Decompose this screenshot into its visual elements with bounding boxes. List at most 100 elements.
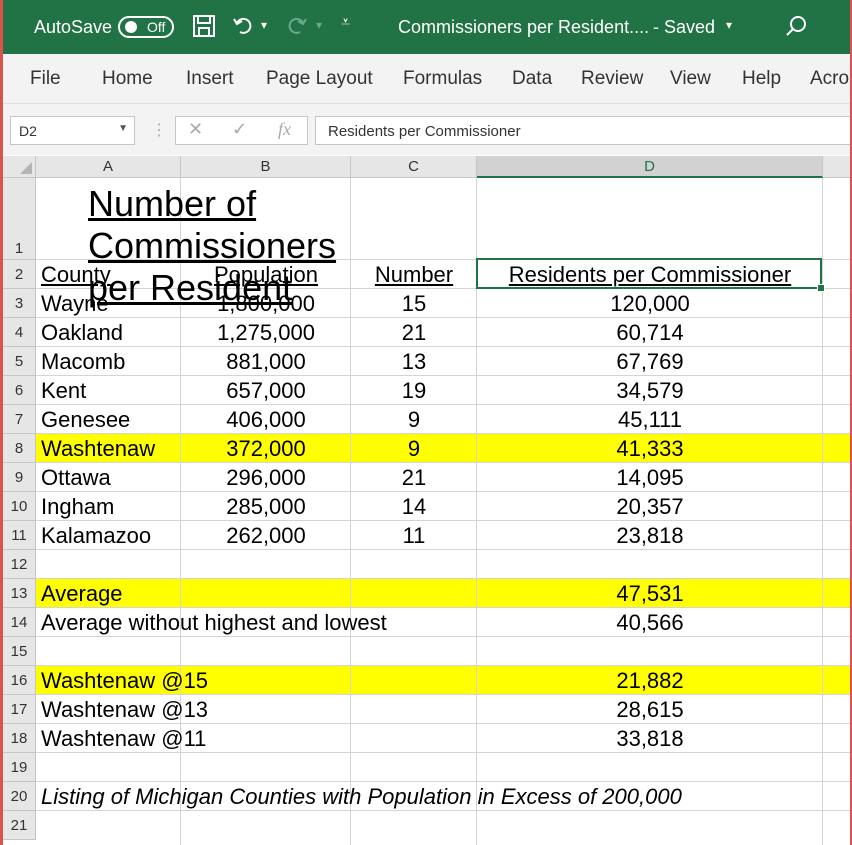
autosave-toggle[interactable]: Off: [118, 16, 174, 38]
tab-formulas[interactable]: Formulas: [403, 68, 483, 89]
footnote[interactable]: Listing of Michigan Counties with Popula…: [41, 784, 682, 809]
cell-number[interactable]: 15: [401, 291, 427, 316]
cell-population[interactable]: 372,000: [226, 436, 306, 461]
average-trimmed-value[interactable]: 40,566: [616, 610, 684, 635]
tab-review[interactable]: Review: [581, 68, 644, 89]
formula-input[interactable]: Residents per Commissioner: [315, 116, 852, 145]
redo-dropdown-icon[interactable]: ▾: [316, 18, 323, 32]
row-header-8[interactable]: 8: [3, 434, 36, 463]
tab-home[interactable]: Home: [102, 68, 153, 89]
cell-number[interactable]: 21: [401, 465, 427, 490]
column-header-d[interactable]: D: [477, 156, 823, 178]
cell-population[interactable]: 657,000: [226, 378, 306, 403]
save-icon[interactable]: [192, 14, 216, 44]
cell-county[interactable]: Oakland: [41, 320, 123, 345]
tab-insert[interactable]: Insert: [186, 68, 234, 89]
search-icon[interactable]: [784, 14, 808, 44]
row-header-21[interactable]: 21: [3, 811, 36, 840]
row-header-9[interactable]: 9: [3, 463, 36, 492]
cell-county[interactable]: Kent: [41, 378, 87, 403]
tab-acrobat[interactable]: Acro: [810, 68, 850, 89]
name-box[interactable]: D2 ▼: [10, 116, 135, 145]
header-population[interactable]: Population: [214, 262, 318, 287]
tab-view[interactable]: View: [670, 68, 711, 89]
cell-residents[interactable]: 45,111: [617, 407, 683, 432]
washtenaw-15-value[interactable]: 21,882: [616, 668, 684, 693]
row-header-16[interactable]: 16: [3, 666, 36, 695]
row-header-5[interactable]: 5: [3, 347, 36, 376]
average-label[interactable]: Average: [41, 581, 123, 606]
tab-page-layout[interactable]: Page Layout: [266, 68, 373, 89]
cell-number[interactable]: 11: [402, 523, 426, 548]
cell-county[interactable]: Washtenaw: [41, 436, 156, 461]
cell-residents[interactable]: 41,333: [616, 436, 684, 461]
washtenaw-13-label[interactable]: Washtenaw @13: [41, 697, 209, 722]
cell-residents[interactable]: 60,714: [616, 320, 684, 345]
customize-toolbar-icon[interactable]: ⩡: [341, 14, 351, 31]
name-box-dropdown-icon[interactable]: ▼: [118, 123, 128, 134]
cell-residents[interactable]: 23,818: [616, 523, 684, 548]
cell-number[interactable]: 14: [401, 494, 427, 519]
cell-population[interactable]: 1,275,000: [217, 320, 315, 345]
enter-icon[interactable]: ✓: [232, 119, 248, 139]
row-header-10[interactable]: 10: [3, 492, 36, 521]
column-header-e[interactable]: [823, 156, 852, 178]
cell-number[interactable]: 9: [407, 407, 421, 432]
row-header-15[interactable]: 15: [3, 637, 36, 666]
active-cell-d2[interactable]: [476, 258, 825, 292]
cell-population[interactable]: 296,000: [226, 465, 306, 490]
washtenaw-13-value[interactable]: 28,615: [616, 697, 684, 722]
cell-residents[interactable]: 14,095: [616, 465, 684, 490]
row-header-18[interactable]: 18: [3, 724, 36, 753]
cell-residents[interactable]: 20,357: [616, 494, 684, 519]
cell-number[interactable]: 19: [401, 378, 427, 403]
cell-population[interactable]: 406,000: [226, 407, 306, 432]
undo-icon[interactable]: [232, 14, 254, 42]
sheet-title[interactable]: Number of Commissioners per Resident: [88, 183, 337, 308]
row-header-17[interactable]: 17: [3, 695, 36, 724]
cell-county[interactable]: Ottawa: [41, 465, 111, 490]
average-trimmed-label[interactable]: Average without highest and lowest: [41, 610, 387, 635]
cell-number[interactable]: 21: [401, 320, 427, 345]
row-header-11[interactable]: 11: [3, 521, 36, 550]
cell-population[interactable]: 285,000: [226, 494, 306, 519]
cell-population[interactable]: 262,000: [226, 523, 306, 548]
cell-county[interactable]: Genesee: [41, 407, 131, 432]
cell-number[interactable]: 13: [401, 349, 427, 374]
row-header-13[interactable]: 13: [3, 579, 36, 608]
row-header-1[interactable]: 1: [3, 178, 36, 260]
row-header-3[interactable]: 3: [3, 289, 36, 318]
column-header-c[interactable]: C: [351, 156, 477, 178]
header-number[interactable]: Number: [374, 262, 454, 287]
undo-dropdown-icon[interactable]: ▾: [261, 18, 268, 32]
row-header-12[interactable]: 12: [3, 550, 36, 579]
drag-handle-icon[interactable]: ⋮: [151, 122, 167, 139]
row-header-14[interactable]: 14: [3, 608, 36, 637]
row-header-4[interactable]: 4: [3, 318, 36, 347]
cell-residents[interactable]: 67,769: [616, 349, 684, 374]
cell-county[interactable]: Wayne: [41, 291, 109, 316]
cell-county[interactable]: Macomb: [41, 349, 126, 374]
washtenaw-11-label[interactable]: Washtenaw @11: [41, 726, 207, 751]
tab-file[interactable]: File: [30, 68, 61, 89]
tab-help[interactable]: Help: [742, 68, 782, 89]
cell-residents[interactable]: 120,000: [610, 291, 690, 316]
row-header-19[interactable]: 19: [3, 753, 36, 782]
select-all-corner[interactable]: [3, 156, 36, 178]
title-dropdown-icon[interactable]: ▾: [726, 18, 733, 32]
cell-county[interactable]: Ingham: [41, 494, 115, 519]
row-header-7[interactable]: 7: [3, 405, 36, 434]
cell-county[interactable]: Kalamazoo: [41, 523, 152, 548]
cell-population[interactable]: 881,000: [226, 349, 306, 374]
washtenaw-15-label[interactable]: Washtenaw @15: [41, 668, 209, 693]
cell-residents[interactable]: 34,579: [616, 378, 684, 403]
redo-icon[interactable]: [286, 14, 308, 42]
washtenaw-11-value[interactable]: 33,818: [616, 726, 684, 751]
header-county[interactable]: County: [41, 262, 111, 287]
cell-number[interactable]: 9: [407, 436, 421, 461]
column-header-b[interactable]: B: [181, 156, 351, 178]
row-header-20[interactable]: 20: [3, 782, 36, 811]
cell-population[interactable]: 1,800,000: [217, 291, 315, 316]
column-header-a[interactable]: A: [36, 156, 181, 178]
tab-data[interactable]: Data: [512, 68, 553, 89]
